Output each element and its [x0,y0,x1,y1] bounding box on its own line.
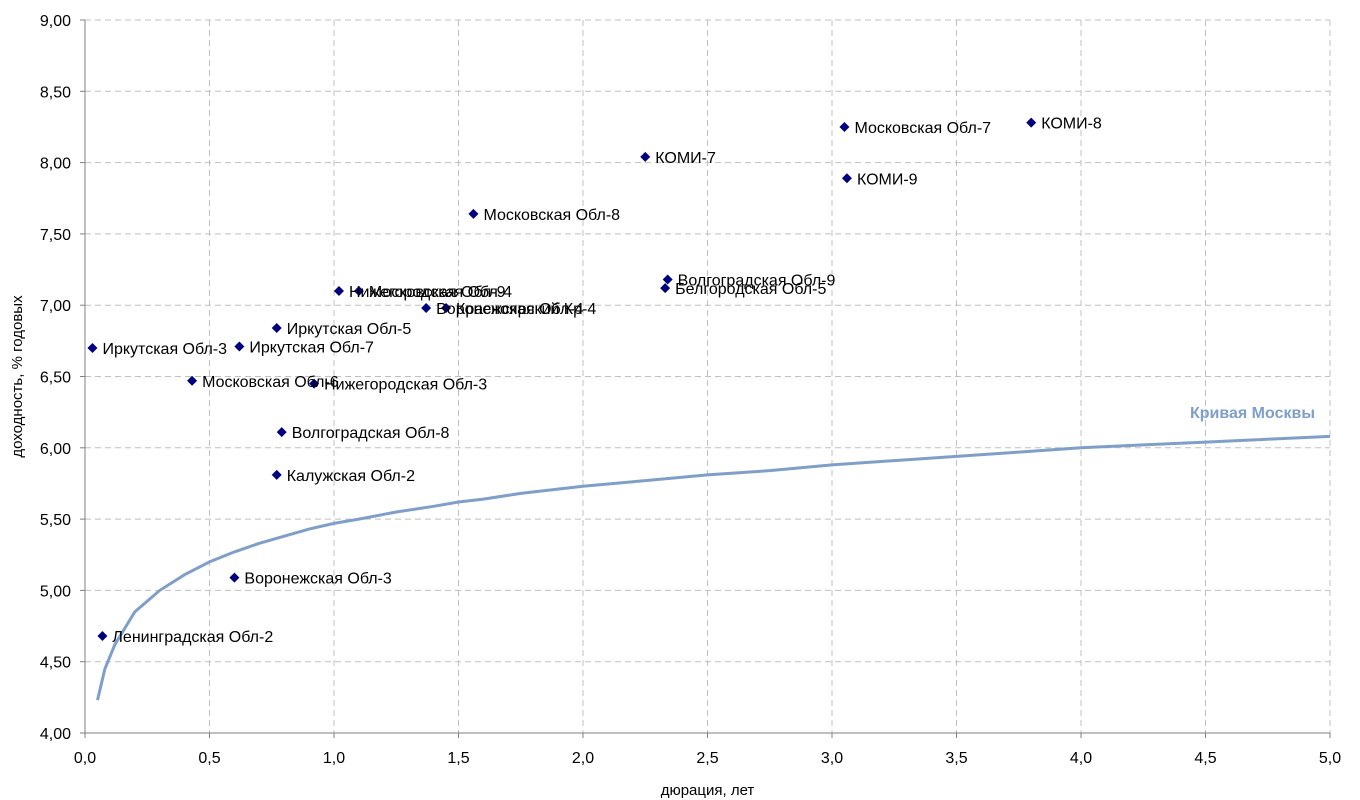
x-tick-label: 3,5 [945,750,967,767]
moscow-curve-line [96,434,1331,701]
data-point-label: Нижегородская Обл-4 [349,284,512,301]
y-tick-label: 5,00 [40,583,71,600]
data-point-label: Ленинградская Обл-2 [112,629,273,646]
data-point-marker [421,303,432,314]
x-tick-label: 1,0 [323,750,345,767]
data-point-label: Калужская Обл-2 [287,468,415,485]
data-point-marker [234,341,245,352]
data-point-marker [841,173,852,184]
x-tick-label: 5,0 [1319,750,1341,767]
data-point-marker [276,427,287,438]
x-tick-label: 2,0 [572,750,594,767]
data-point-marker [468,208,479,219]
data-point-label: Красноярский Кр-4 [456,301,596,318]
data-point-label: Волгоградская Обл-8 [292,425,450,442]
y-tick-label: 4,50 [40,655,71,672]
data-point-marker [187,375,198,386]
data-point-marker [640,151,651,162]
x-tick-label: 2,5 [696,750,718,767]
data-point-marker [662,274,673,285]
data-point-marker [839,121,850,132]
data-point-label: Московская Обл-8 [483,207,620,224]
data-point-label: Нижегородская Обл-3 [324,377,487,394]
x-tick-label: 4,0 [1070,750,1092,767]
x-tick-label: 0,5 [198,750,220,767]
moscow-curve-label: Кривая Москвы [1190,405,1315,422]
data-point-label: КОМИ-8 [1041,116,1102,133]
data-point-label: КОМИ-7 [655,150,716,167]
y-tick-label: 4,00 [40,726,71,743]
x-tick-label: 0,0 [74,750,96,767]
data-point-label: Московская Обл-6 [202,374,339,391]
data-point-label: Иркутская Обл-3 [102,341,227,358]
x-tick-label: 4,5 [1194,750,1216,767]
data-point-label: Московская Обл-7 [854,120,991,137]
y-tick-label: 5,50 [40,512,71,529]
curve-layer: Кривая Москвы [96,405,1331,701]
points-layer [87,117,1037,642]
data-point-label: Иркутская Обл-7 [249,340,374,357]
y-tick-label: 8,00 [40,156,71,173]
data-point-marker [229,572,240,583]
x-tick-label: 3,0 [821,750,843,767]
y-tick-label: 6,50 [40,370,71,387]
data-point-label: Московская Обл-9 [369,284,506,301]
x-axis-title: дюрация, лет [661,782,755,799]
data-point-marker [271,323,282,334]
grid-layer [85,19,1331,733]
data-point-label: Воронежская Обл-3 [244,571,392,588]
data-point-marker [271,469,282,480]
y-tick-label: 7,50 [40,227,71,244]
x-tick-label: 1,5 [447,750,469,767]
data-point-marker [97,631,108,642]
data-point-marker [441,303,452,314]
data-point-marker [660,283,671,294]
y-tick-label: 8,50 [40,84,71,101]
y-tick-label: 9,00 [40,13,71,30]
y-axis-title: доходность, % годовых [9,295,26,458]
data-point-marker [333,285,344,296]
data-point-label: Белгородская Обл-5 [675,281,826,298]
y-tick-label: 7,00 [40,298,71,315]
axis-layer: 4,00 4,50 5,00 5,50 6,00 6,50 7,00 7,50 8,00 8,50… [40,13,1341,767]
data-point-label: Воронежская Обл-4 [436,301,584,318]
data-point-label: Волгоградская Обл-9 [678,273,836,290]
y-tick-label: 6,00 [40,441,71,458]
data-point-marker [1026,117,1037,128]
data-point-label: КОМИ-9 [857,171,918,188]
data-point-marker [309,378,320,389]
labels-layer: Иркутская Обл-3 Иркутская Обл-7 Иркутская … [102,116,1101,646]
data-point-marker [87,342,98,353]
data-point-label: Иркутская Обл-5 [287,321,412,338]
data-point-marker [353,285,364,296]
